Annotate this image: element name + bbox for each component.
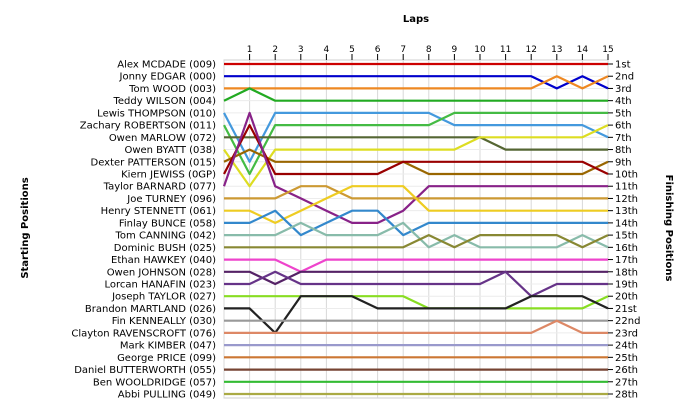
lap-tick-label: 12 <box>525 45 536 55</box>
start-label: Tom WOOD (003) <box>128 84 216 95</box>
finish-label: 15th <box>615 231 638 242</box>
lap-ticks: 1 2 3 4 5 6 7 8 9 10 11 12 13 14 15 <box>247 45 614 60</box>
finish-label: 20th <box>615 292 638 303</box>
finish-label: 13th <box>615 206 638 217</box>
start-label: Dominic BUSH (025) <box>114 243 216 254</box>
start-label: Alex MCDADE (009) <box>117 60 216 71</box>
finish-label: 24th <box>615 341 638 352</box>
lap-tick-label: 1 <box>247 45 253 55</box>
lap-tick-label: 7 <box>400 45 406 55</box>
series-line-17 <box>224 258 608 273</box>
start-label: Jonny EDGAR (000) <box>119 72 217 83</box>
lap-tick-label: 6 <box>375 45 381 55</box>
lap-tick-label: 11 <box>500 45 511 55</box>
series-line-7 <box>224 136 608 151</box>
finish-label: 26th <box>615 365 638 376</box>
finish-label: 16th <box>615 243 638 254</box>
start-label: Clayton RAVENSCROFT (076) <box>71 328 216 339</box>
finish-label: 8th <box>615 145 632 156</box>
finish-label: 23rd <box>615 328 638 339</box>
start-label: Ethan HAWKEY (040) <box>111 255 216 266</box>
finish-label: 27th <box>615 377 638 388</box>
start-label: Brandon MARTLAND (026) <box>85 304 216 315</box>
start-label: Ben WOOLDRIDGE (057) <box>93 377 216 388</box>
series-line-5 <box>223 111 609 163</box>
finish-label: 4th <box>615 96 632 107</box>
start-label: Zachary ROBERTSON (011) <box>80 121 216 132</box>
start-label: Tom CANNING (042) <box>115 231 217 242</box>
plot-series <box>222 62 609 396</box>
lap-tick-label: 10 <box>474 45 486 55</box>
start-label: Lewis THOMPSON (010) <box>97 108 216 119</box>
finish-label: 6th <box>615 121 632 132</box>
series-line-20 <box>224 295 609 310</box>
start-label: Fin KENNEALLY (030) <box>112 316 216 327</box>
start-label: Daniel BUTTERWORTH (055) <box>74 365 216 376</box>
lap-tick-label: 15 <box>602 45 613 55</box>
start-label: Owen BYATT (038) <box>124 145 216 156</box>
finish-label: 14th <box>615 218 638 229</box>
finish-label: 25th <box>615 353 638 364</box>
series-line-21 <box>224 295 609 334</box>
finish-label: 3rd <box>615 84 632 95</box>
start-label: Abbi PULLING (049) <box>118 390 216 401</box>
start-label: Joe TURNEY (096) <box>126 194 216 205</box>
finish-label: 9th <box>615 157 632 168</box>
start-label: Owen JOHNSON (028) <box>107 267 216 278</box>
lap-tick-label: 4 <box>324 45 330 55</box>
finish-labels: 1st2nd3rd4th5th6th7th8th9th10th11th12th1… <box>608 60 640 401</box>
finish-label: 12th <box>615 194 638 205</box>
series-line-14 <box>224 209 608 237</box>
lap-tick-label: 14 <box>577 45 589 55</box>
series-line-12 <box>224 185 608 200</box>
series-line-3 <box>224 75 609 90</box>
finish-label: 5th <box>615 108 632 119</box>
series-line-4 <box>223 87 608 102</box>
finish-label: 19th <box>615 280 638 291</box>
start-label: Owen MARLOW (072) <box>109 133 216 144</box>
start-label: Joseph TAYLOR (027) <box>111 292 216 303</box>
finish-label: 17th <box>615 255 638 266</box>
start-label: Kiern JEWISS (0GP) <box>121 170 216 181</box>
series-line-2 <box>224 75 609 90</box>
start-label: Lorcan HANAFIN (023) <box>105 280 217 291</box>
series-line-6 <box>223 111 608 176</box>
series-line-10 <box>223 123 609 176</box>
series-line-8 <box>223 124 609 188</box>
series-line-19 <box>224 270 608 298</box>
lap-tick-label: 8 <box>426 45 432 55</box>
lap-tick-label: 13 <box>551 45 562 55</box>
finish-label: 10th <box>615 170 638 181</box>
x-axis-title: Laps <box>403 14 429 25</box>
series-line-16 <box>224 234 609 249</box>
series-line-13 <box>224 185 608 224</box>
start-label: Finlay BUNCE (058) <box>119 218 216 229</box>
finish-label: 21st <box>615 304 637 315</box>
finish-label: 11th <box>615 182 638 193</box>
left-axis-title: Starting Positions <box>20 177 31 278</box>
right-axis-title: Finishing Positions <box>663 175 674 282</box>
finish-label: 28th <box>615 390 638 401</box>
lap-tick-label: 2 <box>272 45 278 55</box>
start-label: Henry STENNETT (061) <box>101 206 216 217</box>
lap-tick-label: 3 <box>298 45 304 55</box>
start-label: Teddy WILSON (004) <box>112 96 216 107</box>
start-label: George PRICE (099) <box>117 353 216 364</box>
start-label: Dexter PATTERSON (015) <box>91 157 217 168</box>
lap-tick-label: 9 <box>452 45 458 55</box>
finish-label: 7th <box>615 133 632 144</box>
lap-tick-label: 5 <box>349 45 355 55</box>
start-label: Taylor BARNARD (077) <box>103 182 216 193</box>
finish-label: 1st <box>615 60 631 71</box>
series-line-18 <box>224 270 608 286</box>
series-line-15 <box>224 221 609 249</box>
series-line-23 <box>224 319 608 334</box>
start-label: Mark KIMBER (047) <box>120 341 216 352</box>
finish-label: 2nd <box>615 72 634 83</box>
finish-label: 18th <box>615 267 638 278</box>
finish-label: 22nd <box>615 316 640 327</box>
series-line-9 <box>223 148 609 176</box>
start-labels: Alex MCDADE (009)Jonny EDGAR (000)Tom WO… <box>71 60 216 401</box>
